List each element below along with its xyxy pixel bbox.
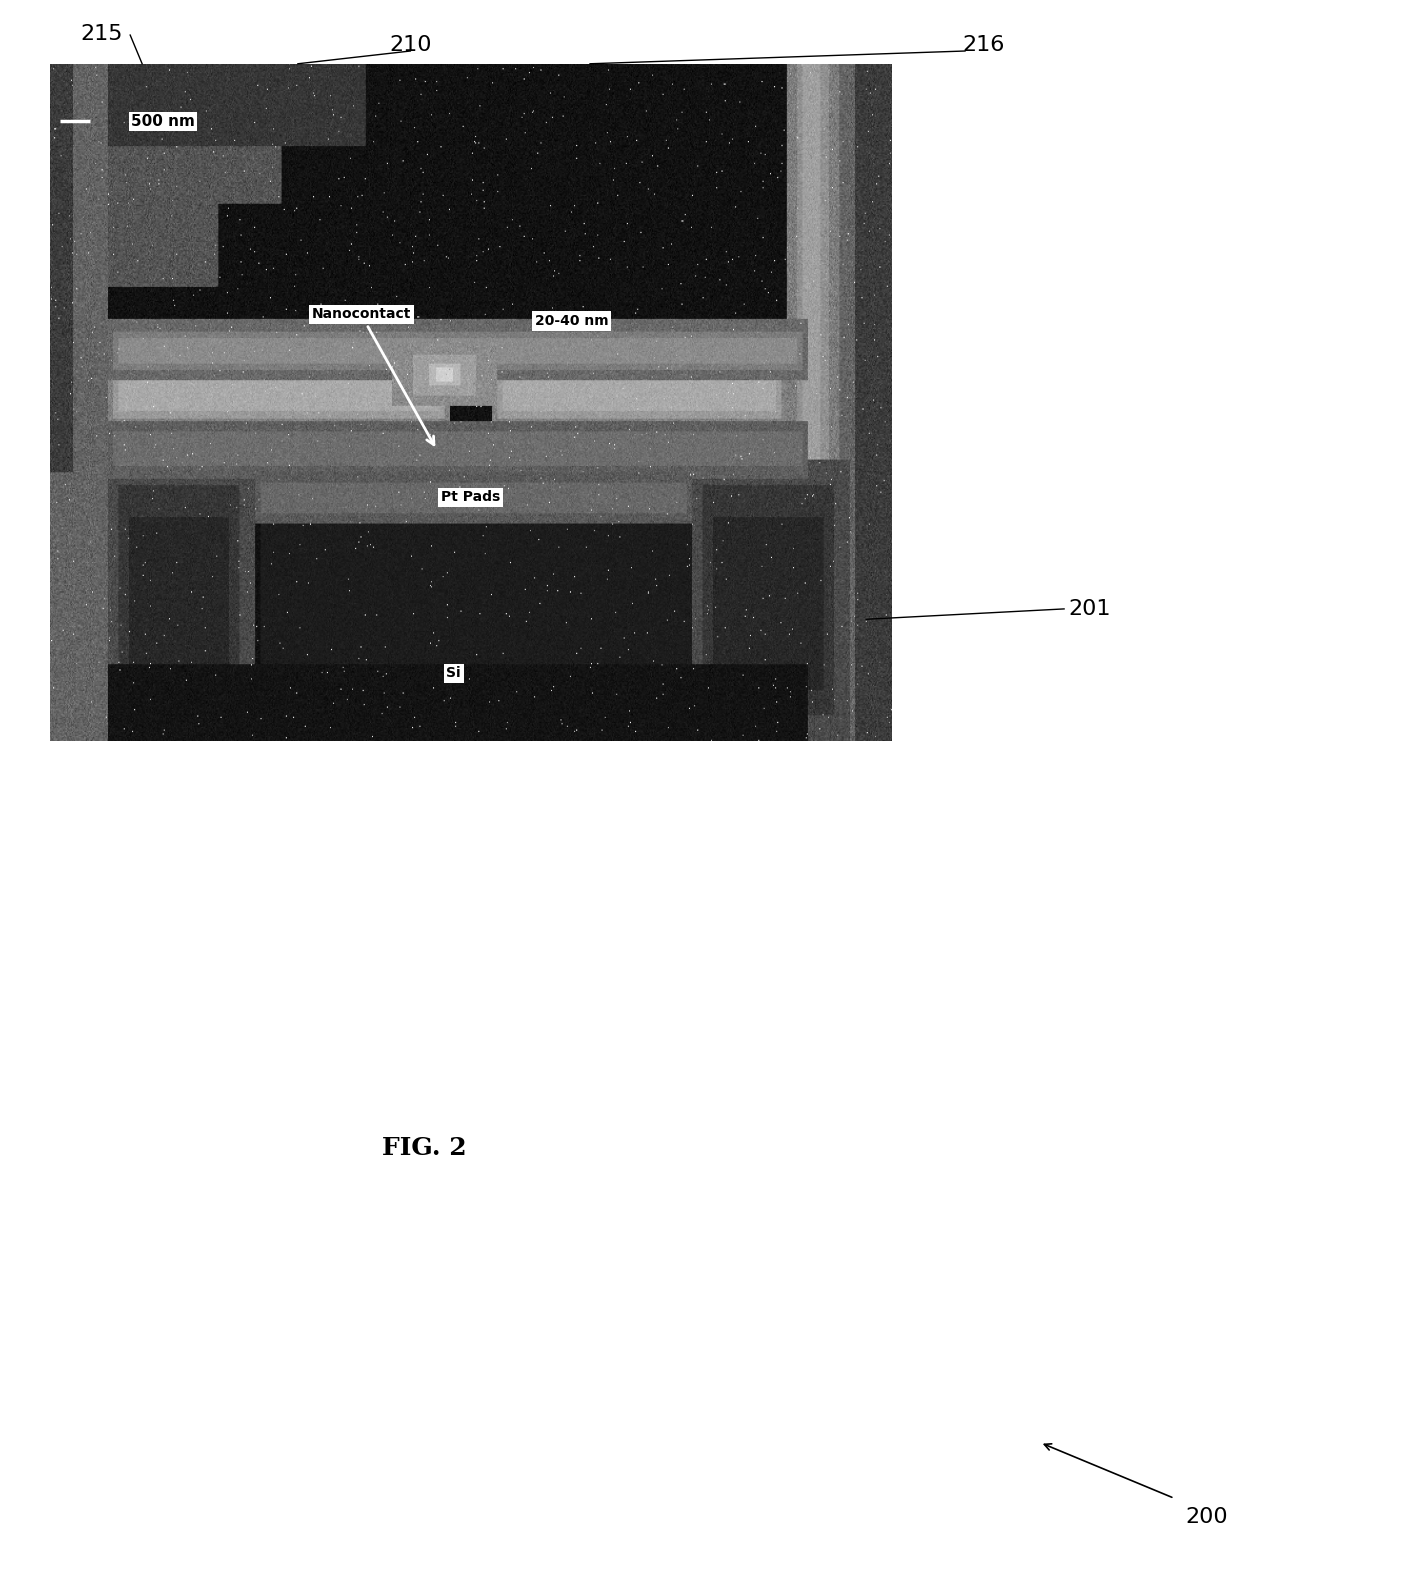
Text: 201: 201 xyxy=(1068,599,1111,618)
Text: 216: 216 xyxy=(962,35,1005,56)
Text: 215: 215 xyxy=(81,24,123,45)
Text: 20-40 nm: 20-40 nm xyxy=(535,314,608,328)
Text: 210: 210 xyxy=(389,35,432,56)
Text: Si: Si xyxy=(446,666,461,681)
Text: Pt Pads: Pt Pads xyxy=(441,491,499,504)
Text: Nanocontact: Nanocontact xyxy=(311,308,434,445)
Text: 200: 200 xyxy=(1186,1508,1228,1527)
Text: 500 nm: 500 nm xyxy=(132,113,195,129)
Text: FIG. 2: FIG. 2 xyxy=(382,1135,467,1160)
